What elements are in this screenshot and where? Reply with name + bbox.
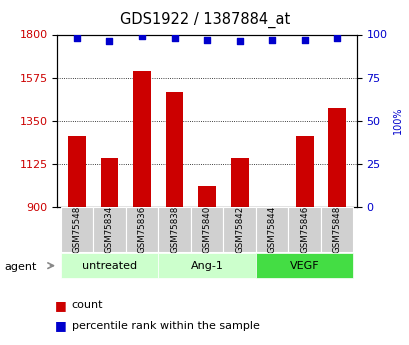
Bar [190, 207, 223, 252]
Bar [126, 207, 158, 252]
Text: GSM75836: GSM75836 [137, 206, 146, 253]
Text: GSM75548: GSM75548 [72, 206, 81, 253]
Bar [198, 186, 216, 207]
Bar [165, 92, 183, 207]
Bar [320, 207, 353, 252]
Bar [133, 71, 151, 207]
Point [138, 33, 145, 39]
Point [74, 35, 80, 41]
Text: Ang-1: Ang-1 [190, 261, 223, 270]
Text: GSM75840: GSM75840 [202, 206, 211, 253]
Bar [328, 108, 345, 207]
Text: untreated: untreated [82, 261, 137, 270]
Point [301, 37, 307, 42]
Point [268, 37, 275, 42]
Bar [100, 158, 118, 207]
Text: GSM75838: GSM75838 [170, 206, 179, 253]
Bar [158, 253, 255, 278]
Text: VEGF: VEGF [289, 261, 319, 270]
Text: ■: ■ [55, 299, 67, 312]
Bar [255, 207, 288, 252]
Text: GSM75842: GSM75842 [234, 206, 243, 253]
Bar [255, 253, 353, 278]
Text: GSM75848: GSM75848 [332, 206, 341, 253]
Text: percentile rank within the sample: percentile rank within the sample [72, 321, 259, 331]
Text: GDS1922 / 1387884_at: GDS1922 / 1387884_at [119, 12, 290, 28]
Bar [61, 253, 158, 278]
Point [236, 39, 242, 44]
Text: GSM75846: GSM75846 [299, 206, 308, 253]
Bar [295, 136, 313, 207]
Text: GSM75834: GSM75834 [105, 206, 114, 253]
Bar [158, 207, 190, 252]
Bar [223, 207, 255, 252]
Bar [93, 207, 126, 252]
Point [203, 37, 210, 42]
Point [333, 35, 339, 41]
Bar [61, 207, 93, 252]
Text: ■: ■ [55, 319, 67, 333]
Bar [68, 136, 85, 207]
Bar [288, 207, 320, 252]
Point [106, 39, 112, 44]
Bar [230, 158, 248, 207]
Text: GSM75844: GSM75844 [267, 206, 276, 253]
Point [171, 35, 178, 41]
Text: count: count [72, 300, 103, 310]
Text: agent: agent [4, 263, 36, 272]
Y-axis label: 100%: 100% [392, 107, 402, 135]
